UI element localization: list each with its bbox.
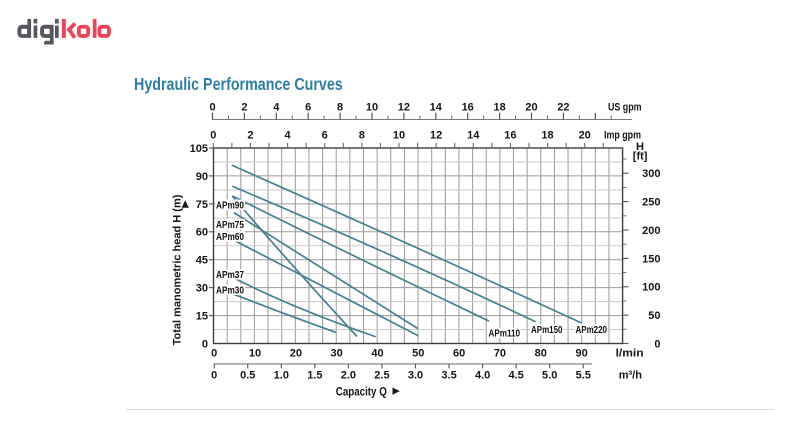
svg-text:APm75: APm75 [216, 220, 245, 231]
svg-text:APm37: APm37 [216, 270, 244, 281]
svg-text:6: 6 [305, 102, 311, 114]
svg-text:8: 8 [337, 102, 343, 114]
svg-text:40: 40 [371, 347, 383, 359]
svg-text:80: 80 [535, 347, 547, 359]
svg-text:60: 60 [453, 347, 465, 359]
svg-text:H: H [636, 141, 644, 153]
svg-text:200: 200 [642, 225, 660, 237]
svg-text:8: 8 [359, 130, 365, 142]
svg-text:2.0: 2.0 [341, 369, 356, 381]
svg-text:70: 70 [494, 347, 506, 359]
svg-text:0: 0 [210, 130, 216, 142]
svg-text:APm220: APm220 [576, 325, 608, 336]
svg-text:0: 0 [211, 347, 217, 359]
svg-text:4.0: 4.0 [475, 369, 490, 381]
svg-text:3.0: 3.0 [408, 369, 423, 381]
svg-text:20: 20 [525, 102, 537, 114]
svg-text:6: 6 [322, 130, 328, 142]
svg-text:18: 18 [541, 130, 553, 142]
svg-text:2: 2 [241, 102, 247, 114]
svg-text:50: 50 [412, 347, 424, 359]
svg-text:APm150: APm150 [531, 325, 563, 336]
svg-text:10: 10 [366, 102, 378, 114]
svg-text:4: 4 [273, 102, 280, 114]
svg-text:250: 250 [642, 197, 660, 209]
svg-text:12: 12 [430, 130, 442, 142]
svg-text:0.5: 0.5 [240, 369, 255, 381]
svg-text:75: 75 [196, 199, 208, 211]
svg-text:45: 45 [196, 255, 208, 267]
svg-text:16: 16 [462, 102, 474, 114]
svg-text:5.0: 5.0 [542, 369, 557, 381]
svg-text:4: 4 [285, 130, 292, 142]
svg-text:14: 14 [430, 102, 443, 114]
svg-text:20: 20 [290, 347, 302, 359]
svg-text:l/min: l/min [616, 347, 644, 359]
svg-text:4.5: 4.5 [509, 369, 524, 381]
svg-text:16: 16 [504, 130, 516, 142]
svg-text:Capacity Q: Capacity Q [336, 386, 387, 398]
svg-text:100: 100 [642, 282, 660, 294]
svg-text:60: 60 [196, 227, 208, 239]
svg-text:30: 30 [331, 347, 343, 359]
svg-text:300: 300 [642, 168, 660, 180]
svg-text:105: 105 [190, 143, 208, 155]
svg-text:15: 15 [196, 310, 208, 322]
svg-text:1.0: 1.0 [274, 369, 289, 381]
svg-text:[ft]: [ft] [633, 151, 648, 163]
svg-text:2.5: 2.5 [374, 369, 389, 381]
svg-text:150: 150 [642, 253, 660, 265]
svg-text:22: 22 [557, 102, 569, 114]
svg-text:3.5: 3.5 [441, 369, 456, 381]
svg-text:30: 30 [196, 283, 208, 295]
svg-text:APm90: APm90 [216, 200, 244, 211]
svg-text:20: 20 [579, 130, 591, 142]
svg-text:0: 0 [209, 102, 215, 114]
svg-text:12: 12 [398, 102, 410, 114]
svg-text:APm60: APm60 [216, 232, 244, 243]
svg-text:5.5: 5.5 [576, 369, 591, 381]
svg-text:APm110: APm110 [489, 328, 521, 339]
svg-text:18: 18 [493, 102, 505, 114]
svg-text:m³/h: m³/h [619, 369, 643, 381]
svg-text:US gpm: US gpm [608, 102, 642, 114]
svg-text:10: 10 [393, 130, 405, 142]
svg-text:90: 90 [196, 171, 208, 183]
svg-text:14: 14 [467, 130, 480, 142]
svg-text:0: 0 [202, 338, 208, 350]
svg-text:50: 50 [648, 310, 660, 322]
svg-text:90: 90 [575, 347, 587, 359]
svg-text:Total manometric head H (m): Total manometric head H (m) [171, 194, 183, 345]
svg-text:0: 0 [654, 338, 660, 350]
svg-text:1.5: 1.5 [307, 369, 322, 381]
svg-text:Imp gpm: Imp gpm [604, 130, 641, 142]
svg-text:0: 0 [211, 369, 217, 381]
svg-text:APm30: APm30 [216, 285, 244, 296]
svg-text:2: 2 [247, 130, 253, 142]
svg-text:10: 10 [249, 347, 261, 359]
